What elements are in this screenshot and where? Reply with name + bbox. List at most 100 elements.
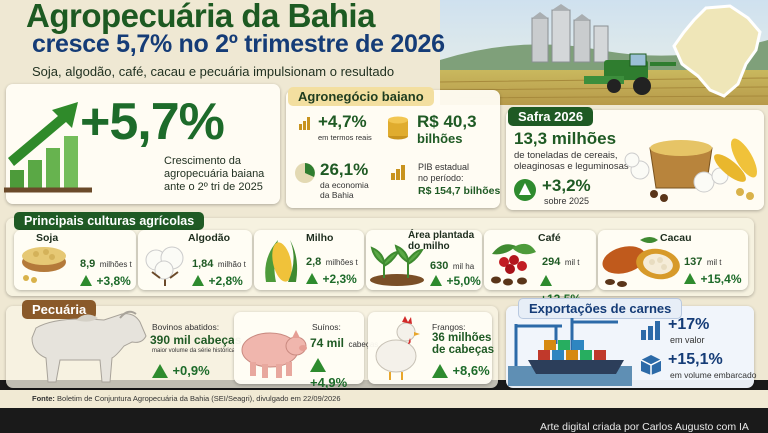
frangos-value-line1: 36 milhões: [432, 332, 492, 344]
crop-change-value: +5,0%: [446, 274, 481, 288]
crop-name-cacau: Cacau: [660, 232, 692, 244]
crop-value-number: 294: [542, 256, 561, 268]
agronegocio-share-label: da economia da Bahia: [320, 180, 369, 200]
crop-value-cacau: 137 mil t: [684, 252, 721, 270]
crop-value-number: 137: [684, 256, 703, 268]
silos-illustration: [531, 4, 609, 63]
crop-change-value: +15,4%: [700, 272, 742, 286]
frangos-value: 36 milhões de cabeças: [432, 332, 494, 356]
cotton-icon: [145, 246, 184, 286]
safra-heading: Safra 2026: [508, 107, 594, 126]
hero-caption: Crescimento da agropecuária baiana ante …: [164, 155, 264, 194]
frangos-change-value: +8,6%: [452, 363, 490, 378]
page-subtitle: Soja, algodão, café, cacau e pecuária im…: [32, 64, 395, 79]
coffee-icon: [491, 243, 536, 286]
bovinos-change: +0,9%: [152, 362, 210, 380]
soy-icon: [22, 247, 66, 283]
cattle-illustration: [31, 310, 147, 383]
crop-card-algodao: Algodão 1,84 milhão t +2,8%: [138, 230, 252, 290]
suinos-value-number: 74 mil: [310, 336, 345, 350]
suinos-card: Suínos: 74 mil cabeças +4,9%: [234, 312, 378, 390]
bar-chart-icon: [391, 165, 405, 180]
suinos-label: Suínos:: [312, 322, 341, 332]
safra-desc: de toneladas de cereais, oleaginosas e l…: [514, 150, 629, 172]
hero-growth-value: +5,7%: [80, 93, 225, 151]
share-label-line1: da economia: [320, 180, 369, 190]
exportacoes-valor-change: +17%: [668, 316, 710, 333]
agronegocio-real-value: +4,7%: [318, 112, 367, 131]
crop-name-line1: Área plantada: [408, 230, 475, 241]
credit-text: Arte digital criada por Carlos Augusto c…: [540, 421, 749, 433]
frangos-change: +8,6%: [432, 362, 490, 380]
crop-card-soja: Soja 8,9 milhões t +3,8%: [14, 230, 136, 290]
chicken-illustration: [375, 316, 420, 380]
crop-value-number: 8,9: [80, 258, 96, 270]
hero-caption-line1: Crescimento da: [164, 155, 242, 167]
bahia-map-icon: [672, 4, 762, 98]
bovinos-change-value: +0,9%: [172, 363, 210, 378]
hero-caption-line3: ante o 2º tri de 2025: [164, 181, 263, 193]
crop-value-unit: milhão t: [217, 260, 246, 269]
agronegocio-money-value: R$ 40,3: [417, 112, 477, 131]
source-label: Fonte:: [32, 394, 55, 403]
bovinos-note: maior volume da série histórica: [152, 348, 236, 354]
bar-chart-icon: [299, 117, 310, 130]
exportacoes-volume-change: +15,1%: [668, 351, 723, 368]
crop-value-number: 1,84: [192, 258, 214, 270]
exportacoes-heading: Exportações de carnes: [518, 298, 683, 319]
suinos-value-unit: cabeças: [348, 340, 379, 349]
suinos-change: +4,9%: [310, 356, 364, 392]
crop-value-area-milho: 630 mil ha: [430, 256, 474, 274]
container-box-icon: [640, 355, 662, 375]
up-arrow-icon: [80, 275, 92, 287]
exportacoes-valor-label: em valor: [670, 335, 705, 345]
up-arrow-icon: [540, 275, 552, 287]
crop-change-milho: +2,3%: [306, 270, 357, 288]
agronegocio-share-value: 26,1%: [320, 160, 369, 179]
bovinos-value: 390 mil cabeças: [150, 333, 242, 347]
pib-label-line2: no período:: [418, 173, 464, 183]
safra-change: +3,2%: [542, 176, 591, 195]
crop-change-area-milho: +5,0%: [430, 272, 481, 290]
share-label-line2: da Bahia: [320, 190, 354, 200]
crop-value-cafe: 294 mil t: [542, 252, 579, 270]
crop-change-cacau: +15,4%: [684, 270, 742, 288]
safra-desc-line2: oleaginosas e leguminosas: [514, 161, 629, 172]
crop-value-algodao: 1,84 milhão t: [192, 254, 246, 272]
up-arrow-icon: [432, 363, 448, 378]
up-arrow-icon: [430, 275, 442, 287]
pie-chart-icon: [295, 163, 315, 183]
suinos-value: 74 mil cabeças: [310, 334, 378, 352]
coin-stack-icon: [388, 116, 408, 140]
source-footer: [0, 390, 768, 408]
agronegocio-heading: Agronegócio baiano: [288, 87, 434, 106]
crop-value-number: 2,8: [306, 256, 322, 268]
agronegocio-card: [286, 90, 500, 208]
page-title-line2: cresce 5,7% no 2º trimestre de 2026: [32, 30, 445, 58]
page-title-line1: Agropecuária da Bahia: [26, 0, 375, 34]
crop-change-value: +2,3%: [322, 272, 357, 286]
bovinos-label: Bovinos abatidos:: [152, 322, 220, 332]
suinos-change-value: +4,9%: [310, 375, 348, 390]
crop-card-milho: Milho 2,8 milhões t +2,3%: [254, 230, 364, 290]
crop-change-algodao: +2,8%: [192, 272, 243, 290]
crop-change-value: +2,8%: [208, 274, 243, 288]
up-arrow-icon: [306, 273, 318, 285]
hero-caption-line2: agropecuária baiana: [164, 168, 265, 180]
up-arrow-icon: [310, 357, 326, 372]
agronegocio-money-unit: bilhões: [417, 131, 463, 146]
pib-label-line1: PIB estadual: [418, 162, 470, 172]
crop-name-line2: do milho: [408, 241, 450, 252]
exportacoes-volume-label: em volume embarcado: [670, 370, 757, 380]
crop-card-cacau: Cacau 137 mil t +15,4%: [598, 230, 748, 290]
crop-value-unit: milhões t: [325, 258, 358, 267]
crop-value-number: 630: [430, 260, 449, 272]
agronegocio-pib-value: R$ 154,7 bilhões: [418, 185, 501, 197]
up-arrow-icon: [684, 273, 696, 285]
port-ship-illustration: [508, 318, 632, 386]
source-text: Boletim de Conjuntura Agropecuária da Ba…: [57, 394, 341, 403]
crop-name-cafe: Café: [538, 232, 561, 244]
frangos-label: Frangos:: [432, 322, 466, 332]
bar-chart-icon: [641, 321, 660, 340]
up-arrow-icon: [152, 363, 168, 378]
